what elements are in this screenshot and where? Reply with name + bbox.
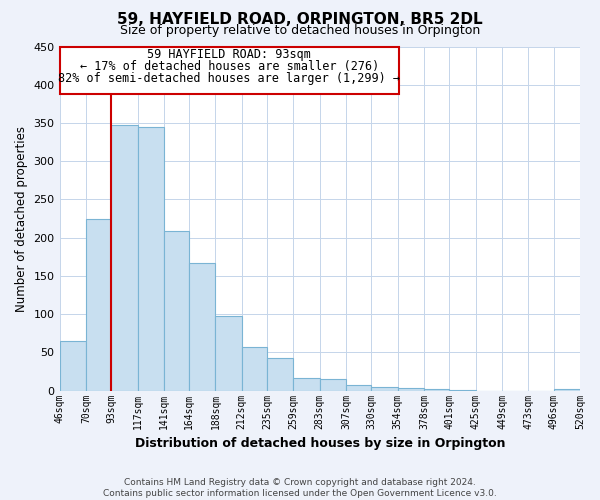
Bar — [86, 220, 111, 390]
Bar — [371, 387, 398, 390]
Bar — [137, 127, 164, 390]
Y-axis label: Number of detached properties: Number of detached properties — [15, 126, 28, 312]
FancyBboxPatch shape — [59, 46, 399, 94]
Bar — [424, 389, 449, 390]
Text: 59, HAYFIELD ROAD, ORPINGTON, BR5 2DL: 59, HAYFIELD ROAD, ORPINGTON, BR5 2DL — [117, 12, 483, 28]
Bar — [189, 263, 215, 390]
Bar — [242, 347, 267, 391]
Bar — [111, 126, 137, 390]
Text: 82% of semi-detached houses are larger (1,299) →: 82% of semi-detached houses are larger (… — [58, 72, 400, 85]
Text: Size of property relative to detached houses in Orpington: Size of property relative to detached ho… — [120, 24, 480, 37]
Bar — [320, 379, 346, 390]
Bar — [59, 341, 86, 390]
Bar — [267, 358, 293, 390]
Bar — [215, 316, 242, 390]
Text: Contains HM Land Registry data © Crown copyright and database right 2024.
Contai: Contains HM Land Registry data © Crown c… — [103, 478, 497, 498]
Bar — [554, 389, 580, 390]
Text: ← 17% of detached houses are smaller (276): ← 17% of detached houses are smaller (27… — [80, 60, 379, 73]
X-axis label: Distribution of detached houses by size in Orpington: Distribution of detached houses by size … — [134, 437, 505, 450]
Bar — [164, 231, 189, 390]
Bar — [293, 378, 320, 390]
Text: 59 HAYFIELD ROAD: 93sqm: 59 HAYFIELD ROAD: 93sqm — [147, 48, 311, 60]
Bar — [346, 384, 371, 390]
Bar — [398, 388, 424, 390]
